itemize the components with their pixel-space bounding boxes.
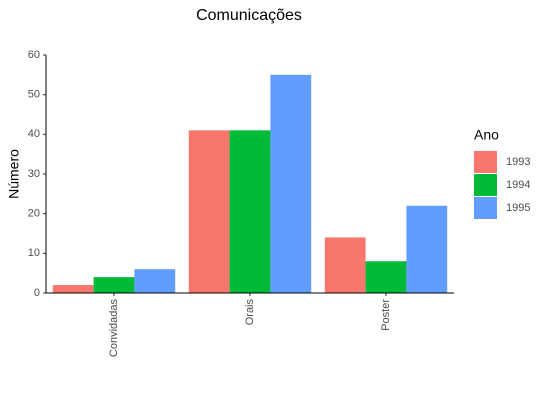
legend-label: 1994 [506,179,530,191]
legend-key [474,197,497,219]
bar [270,74,312,293]
legend-key [474,174,497,196]
bar [188,130,230,293]
legend-key [474,151,497,173]
legend-label: 1993 [506,156,530,168]
y-tick-label: 30 [28,168,40,180]
legend-label: 1995 [506,202,530,214]
x-tick-label: Convidadas [108,299,120,358]
y-tick-label: 40 [28,128,40,140]
bar [229,130,271,293]
bar [52,285,94,293]
y-tick-label: 20 [28,208,40,220]
y-tick-label: 10 [28,247,40,259]
x-tick-label: Orais [244,299,256,326]
y-tick-label: 0 [34,287,40,299]
bar [134,269,176,293]
bar [406,205,448,293]
bar [324,237,366,293]
bar [365,261,407,293]
y-axis-label: Número [6,149,22,199]
bar [93,277,135,293]
y-tick-label: 60 [28,49,40,61]
x-tick-label: Poster [380,299,392,331]
legend-title: Ano [474,127,499,143]
y-tick-label: 50 [28,89,40,101]
chart-title: Comunicações [196,7,302,24]
